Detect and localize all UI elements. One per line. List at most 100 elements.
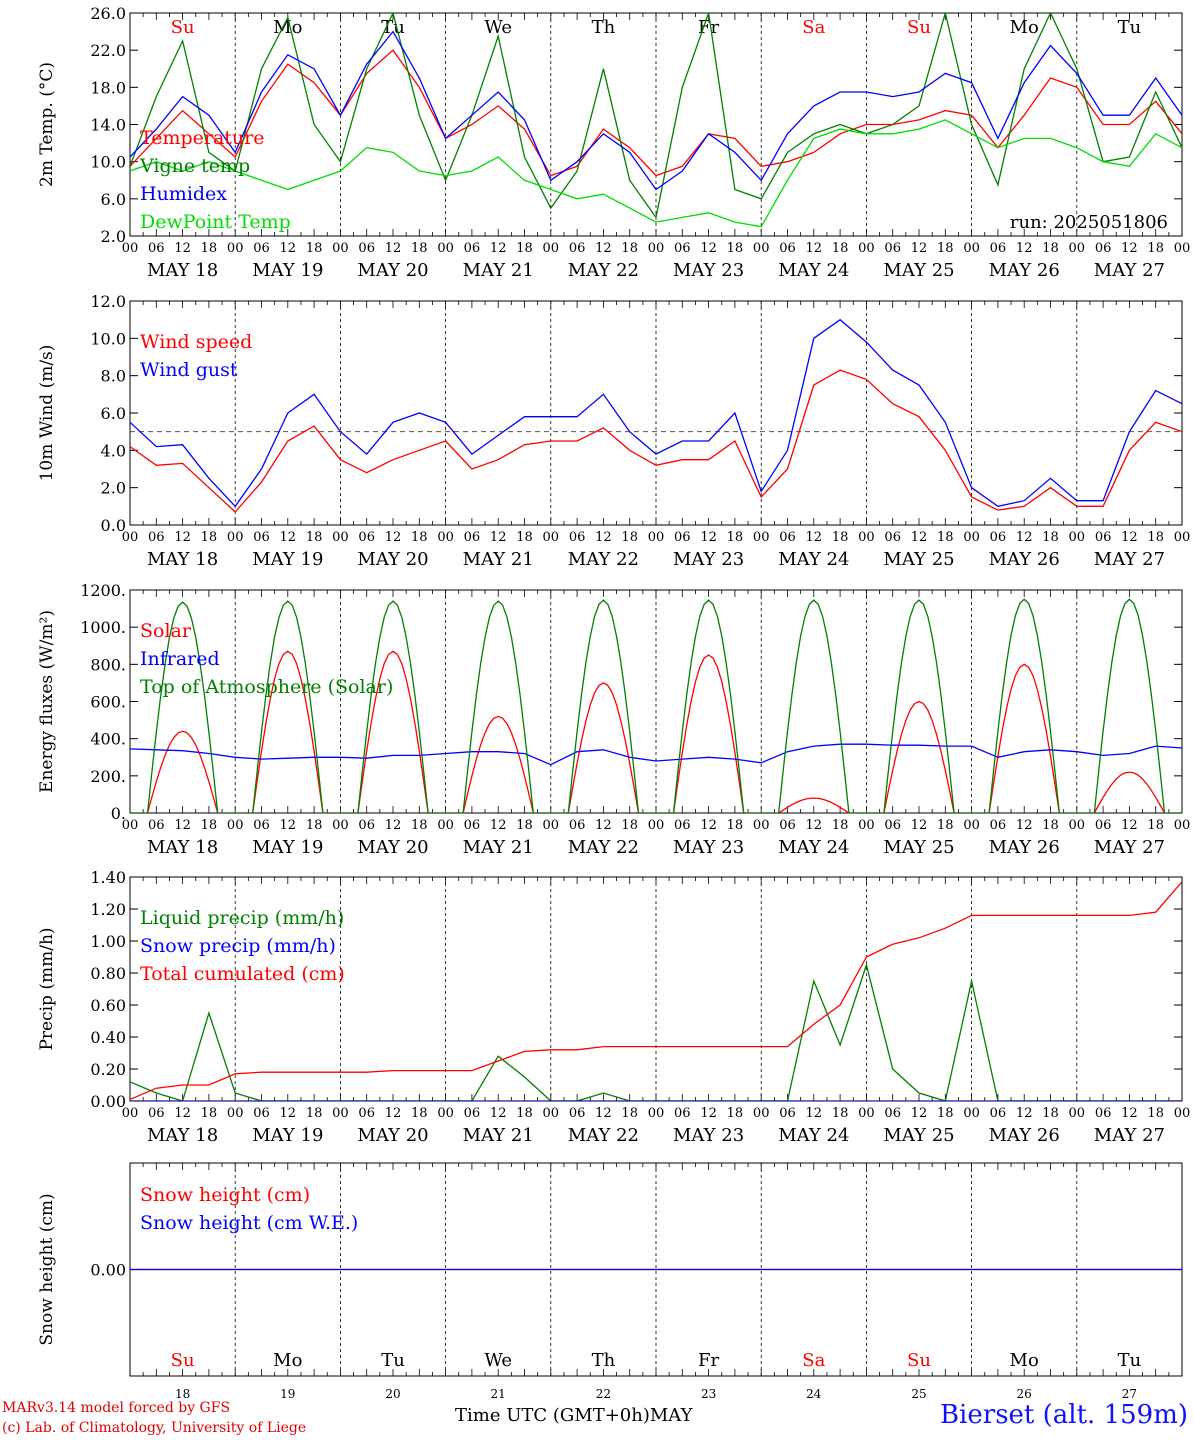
x-hour-label: 18 bbox=[516, 1106, 533, 1121]
x-hour-label: 00 bbox=[437, 1106, 454, 1121]
x-hour-label: 06 bbox=[253, 530, 270, 545]
legend-entry: Snow height (cm) bbox=[140, 1184, 310, 1206]
x-hour-label: 18 bbox=[937, 1106, 954, 1121]
y-tick-label: 18.0 bbox=[90, 78, 126, 97]
series-line-wind-speed bbox=[130, 369, 1182, 513]
date-label: MAY 27 bbox=[1094, 837, 1165, 858]
date-label: MAY 26 bbox=[989, 837, 1060, 858]
date-label: MAY 26 bbox=[989, 260, 1060, 281]
x-hour-label: 12 bbox=[385, 1106, 402, 1121]
weekday-label: Sa bbox=[802, 17, 825, 38]
x-hour-label: 12 bbox=[911, 818, 928, 833]
x-hour-label: 12 bbox=[911, 530, 928, 545]
date-label: MAY 21 bbox=[463, 260, 534, 281]
day-number-label: 18 bbox=[175, 1387, 190, 1401]
series-group bbox=[130, 318, 1182, 513]
x-hour-label: 12 bbox=[595, 1106, 612, 1121]
x-hour-label: 06 bbox=[1095, 818, 1112, 833]
panel-5: 0.00 Snow height (cm) Snow height (cm) Snow… bbox=[37, 1162, 1183, 1401]
x-hour-label: 00 bbox=[1069, 241, 1086, 256]
x-hour-label: 12 bbox=[1121, 818, 1138, 833]
x-hour-label: 00 bbox=[963, 241, 980, 256]
x-hour-label: 18 bbox=[201, 530, 218, 545]
y-tick-label: 800. bbox=[90, 655, 126, 674]
series-line-dewpoint-temp bbox=[130, 119, 1182, 228]
y-axis-label: Precip (mm/h) bbox=[37, 927, 57, 1050]
day-number-label: 27 bbox=[1122, 1387, 1137, 1401]
x-hour-label: 12 bbox=[280, 1106, 297, 1121]
x-hour-label: 06 bbox=[569, 530, 586, 545]
x-hour-label: 18 bbox=[516, 241, 533, 256]
x-hour-label: 00 bbox=[543, 241, 560, 256]
weekday-label: Tu bbox=[1118, 1350, 1142, 1371]
x-hour-label: 12 bbox=[490, 530, 507, 545]
y-tick-label: 22.0 bbox=[90, 41, 126, 60]
date-label: MAY 25 bbox=[883, 837, 954, 858]
x-hour-label: 06 bbox=[674, 818, 691, 833]
x-hour-label: 06 bbox=[148, 530, 165, 545]
series-line-solar bbox=[130, 650, 1182, 813]
date-label: MAY 20 bbox=[357, 837, 428, 858]
date-label: MAY 23 bbox=[673, 260, 744, 281]
x-hour-label: 00 bbox=[227, 241, 244, 256]
y-tick-label: 1.00 bbox=[90, 932, 126, 951]
x-hour-label: 06 bbox=[884, 530, 901, 545]
series-line-humidex bbox=[130, 30, 1182, 191]
x-hour-label: 00 bbox=[1069, 530, 1086, 545]
date-label: MAY 26 bbox=[989, 1125, 1060, 1146]
weekday-label: Mo bbox=[1010, 1350, 1039, 1371]
legend-entry: Wind speed bbox=[140, 331, 252, 353]
x-hour-label: 18 bbox=[306, 1106, 323, 1121]
legend-entry: Snow height (cm W.E.) bbox=[140, 1212, 358, 1234]
weekday-label: Fr bbox=[698, 17, 719, 38]
day-number-label: 21 bbox=[491, 1387, 506, 1401]
date-label: MAY 19 bbox=[252, 549, 323, 570]
x-hour-label: 12 bbox=[174, 530, 191, 545]
panel-1: 2.0 6.0 10.0 14.0 18.0 22.0 26.0 2m Temp. (°C) 0… bbox=[37, 4, 1190, 281]
legend-entry: Temperature bbox=[140, 127, 264, 149]
x-hour-label: 06 bbox=[253, 241, 270, 256]
date-label: MAY 20 bbox=[357, 1125, 428, 1146]
x-hour-label: 00 bbox=[543, 1106, 560, 1121]
x-hour-label: 12 bbox=[1121, 241, 1138, 256]
x-hour-label: 18 bbox=[411, 241, 428, 256]
x-hour-label: 06 bbox=[674, 1106, 691, 1121]
day-number-label: 23 bbox=[701, 1387, 716, 1401]
x-hour-label: 12 bbox=[806, 818, 823, 833]
date-label: MAY 23 bbox=[673, 837, 744, 858]
x-hour-label: 00 bbox=[437, 818, 454, 833]
weekday-label: Su bbox=[907, 17, 931, 38]
weekday-label: Su bbox=[171, 1350, 195, 1371]
x-hour-label: 00 bbox=[963, 530, 980, 545]
x-hour-label: 06 bbox=[990, 1106, 1007, 1121]
x-hour-label: 18 bbox=[306, 530, 323, 545]
x-hour-label: 18 bbox=[727, 241, 744, 256]
x-hour-label: 12 bbox=[595, 818, 612, 833]
date-label: MAY 24 bbox=[778, 549, 849, 570]
x-hour-label: 12 bbox=[595, 530, 612, 545]
x-hour-label: 18 bbox=[1147, 818, 1164, 833]
legend-entry: Snow precip (mm/h) bbox=[140, 935, 336, 957]
x-hour-label: 00 bbox=[332, 530, 349, 545]
weekday-label: Su bbox=[907, 1350, 931, 1371]
x-hour-label: 18 bbox=[306, 818, 323, 833]
x-hour-label: 18 bbox=[1147, 530, 1164, 545]
x-hour-label: 06 bbox=[358, 241, 375, 256]
date-label: MAY 24 bbox=[778, 260, 849, 281]
y-tick-label: 14.0 bbox=[90, 116, 126, 135]
x-hour-label: 06 bbox=[990, 241, 1007, 256]
x-hour-label: 12 bbox=[911, 1106, 928, 1121]
x-hour-label: 12 bbox=[595, 241, 612, 256]
x-hour-label: 06 bbox=[1095, 1106, 1112, 1121]
date-label: MAY 21 bbox=[463, 837, 534, 858]
x-hour-label: 18 bbox=[727, 818, 744, 833]
station-name: Bierset (alt. 159m) bbox=[939, 1400, 1188, 1430]
date-label: MAY 20 bbox=[357, 549, 428, 570]
x-hour-label: 12 bbox=[806, 241, 823, 256]
weekday-label: Sa bbox=[802, 1350, 825, 1371]
x-hour-label: 06 bbox=[1095, 241, 1112, 256]
x-hour-label: 06 bbox=[779, 530, 796, 545]
x-hour-label: 12 bbox=[174, 241, 191, 256]
date-label: MAY 27 bbox=[1094, 1125, 1165, 1146]
date-label: MAY 19 bbox=[252, 1125, 323, 1146]
